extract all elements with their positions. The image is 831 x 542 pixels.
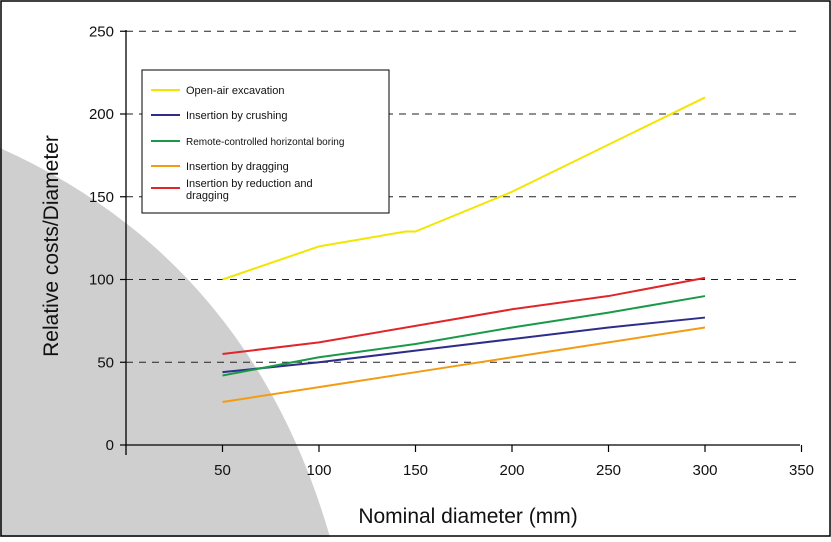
y-tick-label: 100	[89, 272, 114, 289]
y-axis-title: Relative costs/Diameter	[40, 135, 63, 357]
series-line	[222, 276, 706, 355]
series-line	[222, 295, 706, 377]
legend-label: Remote-controlled horizontal boring	[186, 137, 344, 148]
x-tick-label: 50	[214, 462, 231, 479]
x-tick-label: 250	[596, 462, 621, 479]
legend-label: Insertion by reduction and dragging	[186, 178, 313, 202]
series-line	[222, 326, 706, 403]
y-tick-label: 50	[97, 354, 114, 371]
series-line	[222, 96, 706, 281]
x-tick-label: 100	[306, 462, 331, 479]
x-tick-label: 200	[499, 462, 524, 479]
legend-label: Insertion by dragging	[186, 161, 289, 173]
legend-label: Insertion by crushing	[186, 110, 288, 122]
series-line	[222, 316, 706, 374]
y-tick-label: 150	[89, 189, 114, 206]
decorative-background-shape	[0, 148, 330, 537]
y-tick-label: 200	[89, 106, 114, 123]
x-axis-title: Nominal diameter (mm)	[358, 505, 577, 528]
y-tick-label: 0	[106, 437, 114, 454]
legend-box	[141, 69, 390, 214]
y-tick-label: 250	[89, 23, 114, 40]
x-tick-label: 150	[403, 462, 428, 479]
legend-label: Open-air excavation	[186, 85, 284, 97]
x-tick-label: 350	[789, 462, 814, 479]
x-tick-label: 300	[692, 462, 717, 479]
